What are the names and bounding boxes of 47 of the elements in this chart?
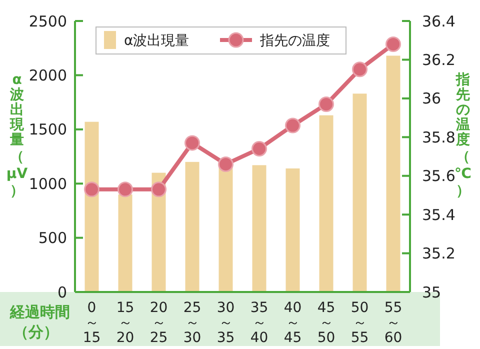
y2-tick-label: 36 [422,90,442,108]
x-tick-label: 30～35 [216,300,235,346]
x-tick-label: 25～30 [183,300,202,346]
legend-label: 指先の温度 [259,32,330,49]
x-tick-label: 35～40 [250,300,268,346]
point [184,135,200,151]
bar [386,56,400,292]
x-tick-label: 20～25 [150,300,168,346]
bar [286,168,300,292]
x-tick-label: 45～50 [317,300,336,346]
point [218,156,234,172]
point [352,62,368,78]
legend-label: α波出現量 [124,32,190,49]
point [151,182,166,198]
y-tick-label: 2000 [28,66,67,84]
y-tick-label: 1500 [28,120,67,139]
x-tick-label: 50～55 [350,300,369,346]
x-tick-label: 15～20 [116,300,134,346]
bar [352,94,367,292]
point [84,182,100,198]
y2-tick-label: 35.6 [422,167,456,186]
point [252,141,267,157]
y-tick-label: 1000 [28,174,67,193]
y2-axis-title: 指先の温度（℃） [454,72,472,199]
y2-tick-label: 36.4 [422,12,456,30]
point [386,36,401,52]
point [318,96,334,112]
bar [118,194,132,292]
x-tick-label: 55～60 [384,300,402,346]
y2-tick-label: 35.2 [422,244,456,263]
x-tick-label: 0～15 [82,300,101,346]
x-axis-title: 経過時間（分） [9,303,70,341]
y2-tick-label: 36.2 [422,50,456,69]
bar [185,162,200,292]
y-tick-label: 500 [38,229,67,248]
x-tick-label: 40～45 [284,300,302,346]
bar [84,122,99,292]
y-tick-label: 0 [57,283,67,302]
y-tick-label: 2500 [28,12,67,30]
bar [252,165,266,292]
y2-tick-label: 35.4 [422,206,456,224]
bar [319,115,334,292]
y2-tick-label: 35 [422,283,442,302]
y2-tick-label: 35.8 [422,128,456,146]
point [285,118,300,134]
point [118,182,133,198]
y-axis-title: α波出現量（μV） [6,72,28,199]
